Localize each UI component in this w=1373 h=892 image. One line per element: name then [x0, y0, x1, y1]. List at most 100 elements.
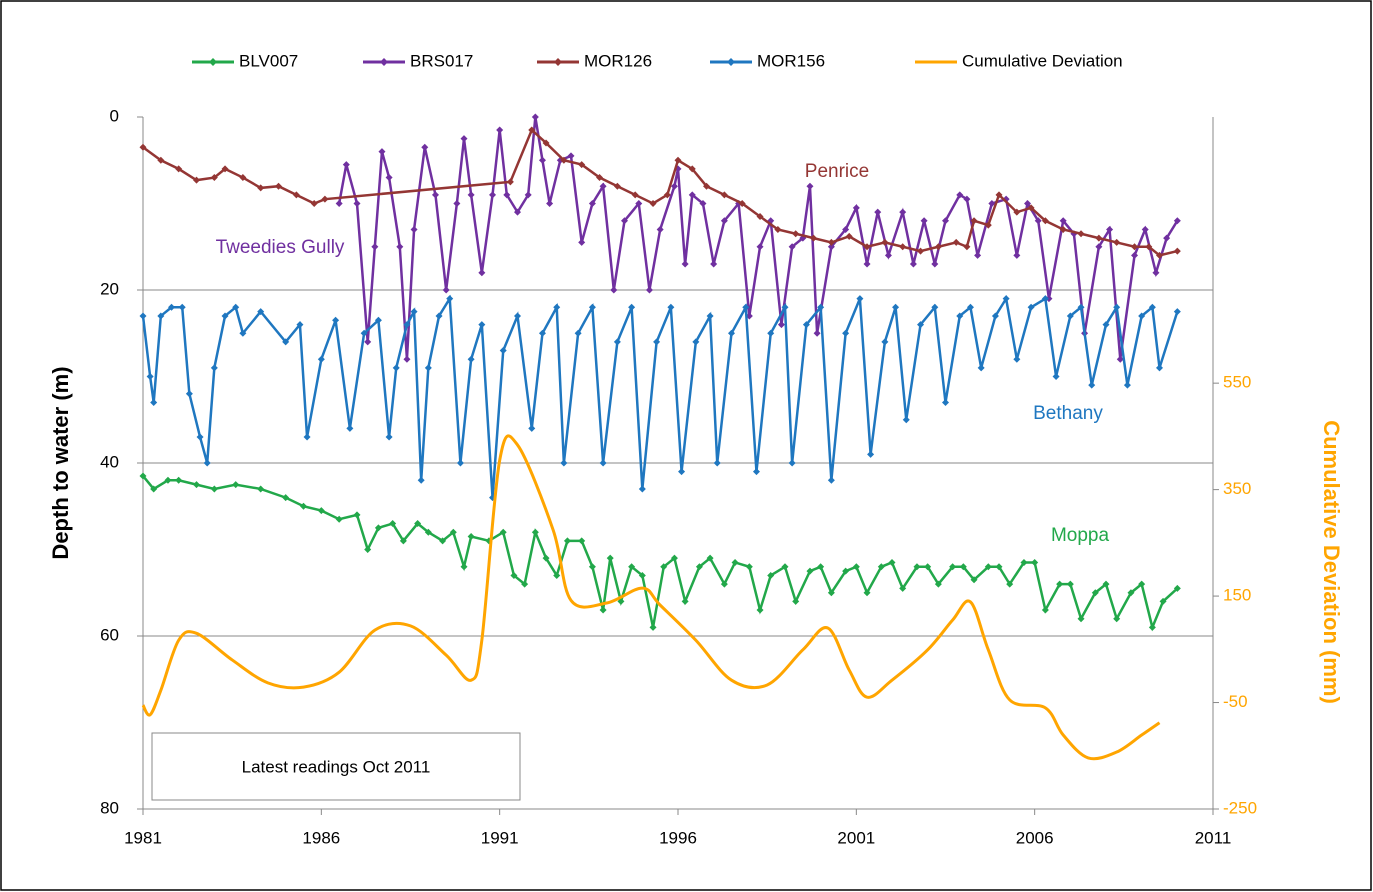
marker: [317, 507, 325, 515]
annotation: Penrice: [805, 161, 869, 182]
marker: [431, 191, 439, 199]
marker: [1059, 217, 1067, 225]
marker: [203, 459, 211, 467]
marker: [949, 563, 957, 571]
marker: [920, 217, 928, 225]
marker: [777, 321, 785, 329]
marker: [1173, 584, 1181, 592]
marker: [578, 238, 586, 246]
marker: [456, 459, 464, 467]
marker: [899, 584, 907, 592]
marker: [792, 230, 800, 238]
marker: [688, 165, 696, 173]
marker: [656, 225, 664, 233]
marker: [995, 563, 1003, 571]
marker: [984, 221, 992, 229]
marker: [1113, 238, 1121, 246]
marker: [503, 191, 511, 199]
marker: [1024, 200, 1032, 207]
marker: [596, 174, 604, 182]
marker: [157, 156, 165, 164]
marker: [1091, 589, 1099, 597]
marker: [842, 567, 850, 575]
marker: [888, 558, 896, 566]
marker: [296, 321, 304, 329]
legend-marker: [209, 58, 217, 66]
marker: [931, 260, 939, 268]
marker: [499, 528, 507, 536]
marker: [392, 364, 400, 372]
marker: [899, 243, 907, 251]
marker: [335, 515, 343, 523]
marker: [1131, 243, 1139, 251]
marker: [917, 321, 925, 329]
marker: [613, 182, 621, 190]
marker: [553, 303, 561, 311]
marker: [410, 225, 418, 233]
x-tick-label: 2001: [837, 828, 875, 847]
y2-tick-label: -50: [1223, 692, 1248, 711]
marker: [528, 424, 536, 432]
marker: [670, 554, 678, 562]
marker: [467, 355, 475, 363]
marker: [660, 563, 668, 571]
marker: [538, 156, 546, 164]
marker: [1013, 355, 1021, 363]
marker: [364, 546, 372, 553]
marker: [346, 424, 354, 432]
series-line: [142, 127, 1178, 257]
marker: [863, 243, 871, 251]
marker: [963, 243, 971, 251]
marker: [942, 398, 949, 406]
marker: [767, 329, 775, 337]
legend-marker: [380, 58, 388, 66]
y-tick-label: 60: [100, 625, 119, 644]
marker: [863, 260, 871, 268]
x-tick-label: 1996: [659, 828, 697, 847]
marker: [157, 312, 165, 320]
marker: [257, 308, 265, 316]
marker: [175, 165, 183, 173]
marker: [403, 321, 411, 329]
marker: [1173, 308, 1181, 316]
marker: [845, 232, 853, 240]
marker: [649, 623, 657, 631]
marker: [884, 251, 892, 259]
annotation: Bethany: [1033, 403, 1103, 424]
marker: [917, 247, 925, 255]
marker: [1106, 225, 1114, 233]
marker: [560, 459, 568, 467]
marker: [257, 184, 265, 192]
marker: [528, 126, 536, 134]
marker: [881, 238, 889, 246]
marker: [1095, 234, 1103, 242]
x-tick-label: 1981: [124, 828, 162, 847]
marker: [1156, 364, 1163, 372]
y2-tick-label: 150: [1223, 586, 1251, 605]
marker: [688, 191, 696, 199]
marker: [578, 161, 586, 169]
marker: [1113, 615, 1121, 623]
marker: [588, 200, 596, 207]
marker: [1013, 208, 1021, 216]
marker: [210, 174, 218, 182]
marker: [360, 329, 368, 337]
marker: [150, 398, 158, 406]
marker: [631, 191, 639, 199]
marker: [852, 563, 860, 571]
marker: [146, 373, 154, 380]
marker: [303, 433, 311, 441]
marker: [613, 338, 621, 346]
marker: [210, 364, 218, 372]
marker: [802, 321, 810, 329]
marker: [991, 312, 999, 320]
marker: [899, 208, 907, 216]
marker: [378, 148, 386, 156]
marker: [478, 321, 486, 329]
marker: [720, 191, 728, 199]
marker: [610, 286, 618, 294]
marker: [628, 303, 636, 311]
marker: [995, 191, 1003, 199]
marker: [385, 174, 393, 182]
marker: [667, 303, 675, 311]
